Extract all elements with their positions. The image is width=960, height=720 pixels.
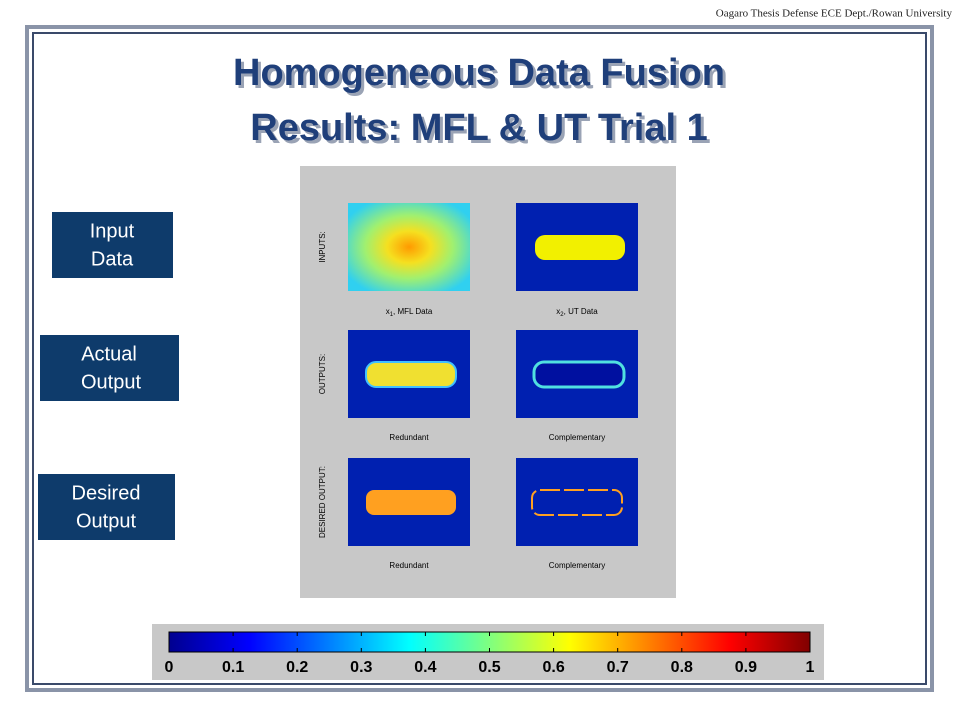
heatmap-shape — [366, 490, 456, 515]
frame-inner — [32, 32, 927, 685]
label: Actual — [81, 343, 137, 365]
label-box — [52, 212, 173, 278]
label-box — [38, 474, 175, 540]
caption: Redundant — [389, 433, 429, 442]
tick-label: 0.1 — [222, 659, 244, 676]
heatmap-shape — [365, 361, 457, 388]
label: Output — [81, 371, 141, 393]
title: Results: MFL & UT Trial 1 — [250, 107, 707, 149]
heatmap — [348, 203, 470, 291]
tick-label: 0.7 — [607, 659, 629, 676]
title-shadow: Results: MFL & UT Trial 1 — [253, 110, 710, 152]
frame — [25, 25, 934, 692]
label: Input — [90, 220, 135, 242]
caption: Redundant — [389, 561, 429, 570]
label: Data — [91, 248, 134, 270]
tick-label: 0.5 — [478, 659, 500, 676]
heatmap-shape — [531, 489, 623, 516]
tick-label: 0 — [165, 659, 174, 676]
caption: Complementary — [549, 561, 605, 570]
label: Output — [76, 510, 136, 532]
title: Homogeneous Data Fusion — [233, 52, 725, 94]
heatmap-shape — [532, 360, 626, 389]
tick-label: 0.8 — [671, 659, 693, 676]
row-title: OUTPUTS: — [318, 354, 327, 394]
header: Oagaro Thesis Defense ECE Dept./Rowan Un… — [716, 8, 953, 20]
row-title: DESIRED OUTPUT: — [318, 466, 327, 538]
tick-label: 0.9 — [735, 659, 757, 676]
tick-label: 1 — [806, 659, 815, 676]
caption: Complementary — [549, 433, 605, 442]
tick-label: 0.3 — [350, 659, 372, 676]
heatmap — [516, 458, 638, 546]
row-title: INPUTS: — [318, 231, 327, 263]
caption: x2, UT Data — [556, 307, 598, 317]
heatmap-shape — [535, 235, 625, 260]
label: Desired — [72, 482, 141, 504]
tick-label: 0.6 — [542, 659, 564, 676]
caption: x1, MFL Data — [386, 307, 433, 317]
label-box — [40, 335, 179, 401]
title-shadow: Homogeneous Data Fusion — [236, 55, 728, 97]
tick-label: 0.2 — [286, 659, 308, 676]
tick-label: 0.4 — [414, 659, 436, 676]
